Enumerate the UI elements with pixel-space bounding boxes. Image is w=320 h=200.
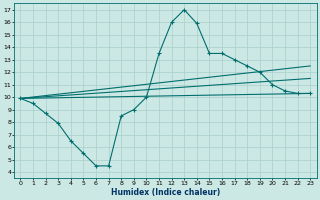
X-axis label: Humidex (Indice chaleur): Humidex (Indice chaleur) [111, 188, 220, 197]
